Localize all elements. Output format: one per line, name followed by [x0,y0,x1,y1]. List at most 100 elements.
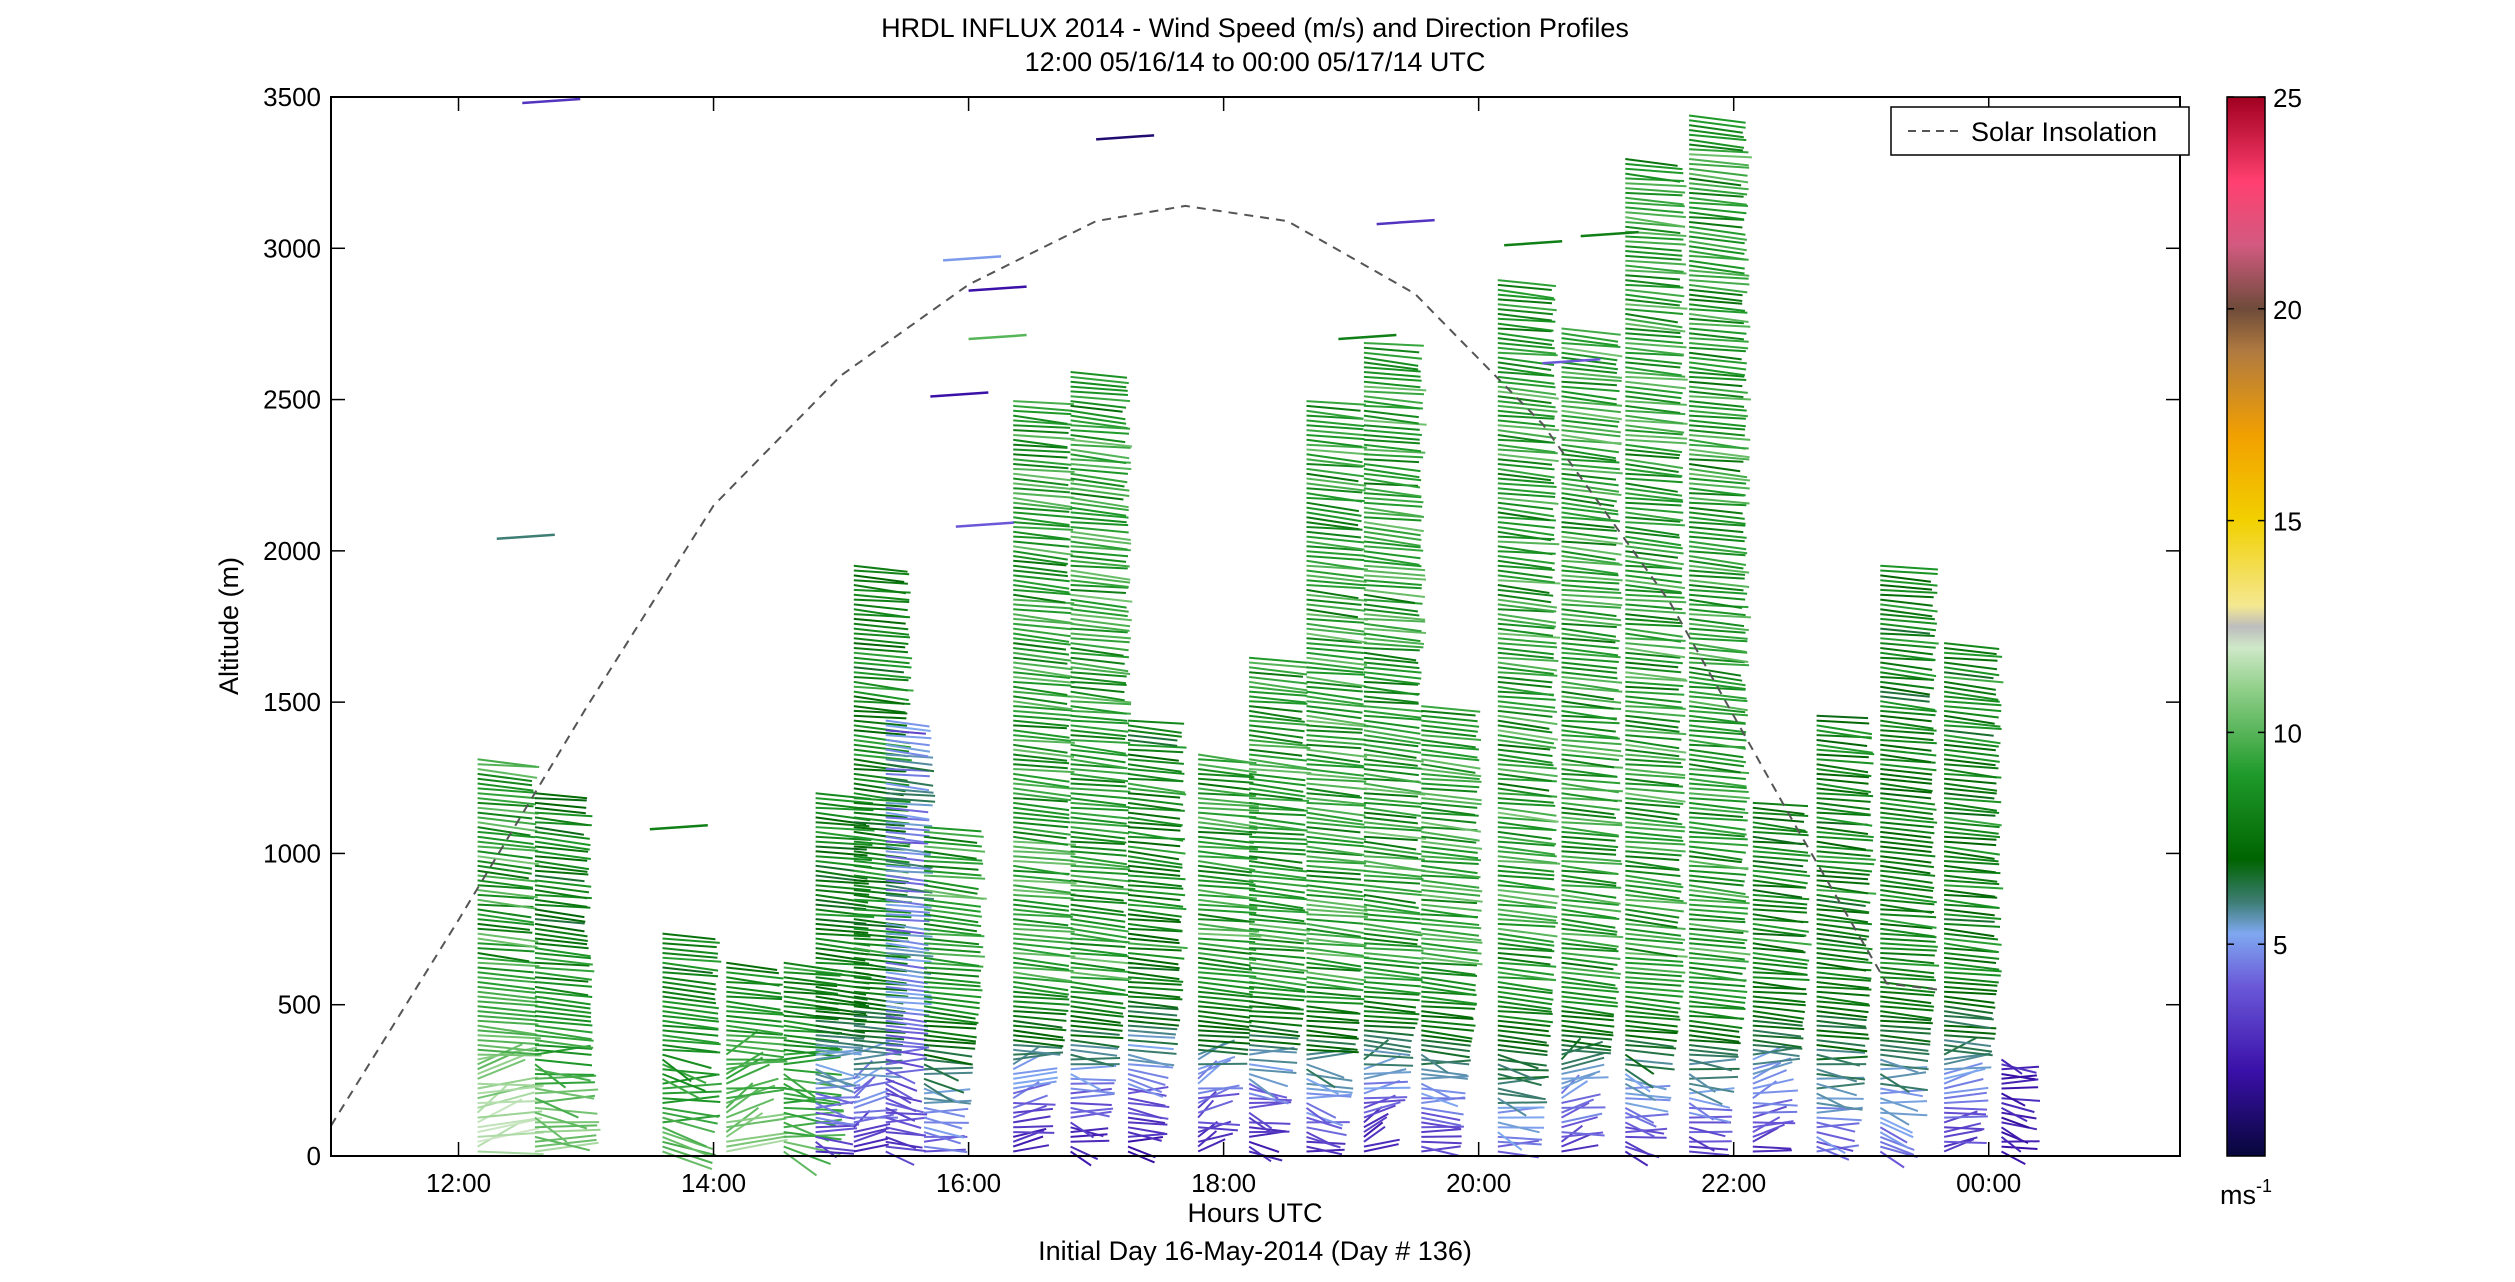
wind-barb [1689,1039,1741,1045]
wind-barb [1497,985,1553,995]
wind-barb [1943,1044,1993,1053]
wind-barb [1248,772,1306,782]
wind-barb [1363,1104,1396,1119]
wind-barb [662,1073,706,1093]
wind-barb [1198,1039,1251,1045]
wind-barb [534,816,589,827]
wind-barb [1013,1125,1054,1129]
wind-barb [1561,671,1618,680]
wind-barb [1561,395,1617,406]
wind-barb [1688,312,1749,323]
wind-barb [1421,1145,1461,1153]
wind-barb [1198,1121,1240,1126]
wind-barb [1013,550,1068,561]
wind-barb [1561,1106,1606,1109]
wind-barb [1306,501,1360,513]
wind-barb [1561,429,1621,438]
wind-barb [1248,777,1306,787]
wind-barb [853,1094,890,1109]
wind-barb [477,966,534,974]
wind-barb [1421,1128,1462,1134]
wind-profile [661,932,722,1171]
wind-barb [1752,947,1806,954]
wind-barb [1689,342,1749,350]
wind-barb [477,1039,540,1046]
wind-barb [662,971,719,978]
wind-barb [1013,458,1072,466]
wind-barb [1013,496,1073,508]
wind-barb [477,821,538,832]
wind-barb [853,569,910,576]
wind-barb [1688,826,1747,836]
wind-barb [1497,1068,1549,1072]
wind-barb [1306,981,1364,992]
wind-barb [1943,1039,1992,1048]
wind-barb [1816,739,1868,747]
wind-barb [1127,1024,1178,1031]
wind-barb [1688,598,1743,609]
wind-barb [923,1071,973,1075]
wind-barb [1197,782,1251,791]
wind-barb [477,1053,527,1075]
wind-barb [1363,739,1419,748]
wind-barb [853,927,911,935]
wind-barb [1306,492,1363,503]
wind-barb [1070,961,1126,972]
wind-barb [1497,942,1553,951]
wind-barb [1421,966,1476,976]
wind-barb [662,1111,718,1125]
wind-barb [477,806,539,815]
wind-barb [1070,700,1132,706]
wind-barb [1625,913,1679,924]
wind-barb [885,768,930,772]
wind-barb [1497,564,1555,571]
wind-barb [1688,961,1747,970]
wind-barb [477,1053,542,1057]
wind-barb [1012,1082,1051,1095]
wind-barb [1248,787,1306,798]
wind-barb [1306,748,1368,758]
wind-barb [1561,748,1624,758]
wind-barb [1363,797,1423,805]
wind-barb [726,985,782,995]
wind-barb [853,1089,890,1104]
wind-barb [853,947,911,958]
wind-barb [1944,913,2002,920]
wind-barb [1497,429,1557,440]
wind-barb [1816,1019,1867,1028]
x-axis-sublabel: Initial Day 16-May-2014 (Day # 136) [1038,1236,1472,1266]
wind-barb [1625,588,1682,595]
wind-barb [1363,647,1420,652]
wind-barb [1421,719,1480,728]
wind-barb [1070,850,1127,857]
wind-barb [1197,763,1257,774]
wind-barb [1688,221,1743,229]
wind-barb [1943,661,1998,671]
wind-barb [853,608,908,619]
wind-barb [1816,1082,1865,1090]
wind-barb [1248,981,1305,992]
wind-barb [1880,637,1939,645]
wind-barb [1421,1000,1477,1006]
wind-barb [1497,303,1557,312]
wind-barb [1944,797,2002,804]
wind-barb [1497,922,1556,928]
wind-barb [853,1029,906,1034]
wind-barb [1561,927,1617,936]
wind-barb [1625,274,1680,281]
wind-barb [1497,622,1555,630]
wind-barb [1816,1145,1850,1161]
wind-barb [662,1135,710,1157]
wind-barb [815,1068,849,1086]
wind-barb [1127,792,1181,799]
wind-barb [1497,835,1557,846]
wind-barb [853,1129,887,1143]
wind-barb [1070,860,1130,869]
wind-barb [1625,743,1687,754]
wind-barb [1625,288,1685,298]
wind-barb [1816,1044,1868,1053]
wind-barb [1880,884,1934,892]
wind-barb [1561,472,1617,481]
wind-barb [1688,167,1748,177]
